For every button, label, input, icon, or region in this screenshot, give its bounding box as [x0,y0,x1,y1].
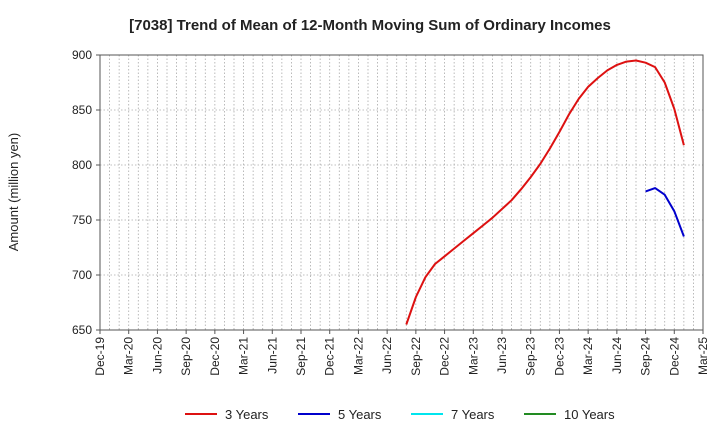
grid [100,54,703,331]
y-tick-label: 900 [72,48,92,62]
x-tick-label: Mar-25 [696,337,710,375]
y-tick-label: 750 [72,213,92,227]
chart-title: [7038] Trend of Mean of 12-Month Moving … [129,17,611,34]
y-tick-label: 650 [72,323,92,337]
series-line-5-years [645,187,685,237]
x-tick-label: Jun-20 [150,337,164,374]
y-axis-label: Amount (million yen) [6,133,21,252]
series-layer [405,59,685,325]
plot-area-frame [99,54,704,331]
x-tick-label: Mar-20 [122,337,136,375]
x-tick-label: Dec-20 [208,337,222,376]
x-tick-label: Jun-23 [495,337,509,374]
x-tick-label: Dec-19 [93,337,107,376]
x-tick-label: Jun-21 [265,337,279,374]
y-tick-label: 850 [72,103,92,117]
x-tick-label: Sep-22 [409,337,423,376]
legend-label: 5 Years [338,407,382,422]
x-tick-label: Dec-23 [552,337,566,376]
x-tick-label: Mar-24 [581,337,595,375]
x-tick-label: Jun-24 [610,337,624,374]
x-tick-label: Mar-23 [466,337,480,375]
x-tick-label: Sep-24 [639,337,653,376]
y-tick-label: 700 [72,268,92,282]
x-tick-label: Dec-21 [323,337,337,376]
x-tick-label: Mar-21 [237,337,251,375]
x-tick-label: Sep-23 [524,337,538,376]
series-line-3-years [405,59,685,325]
legend-label: 3 Years [225,407,269,422]
y-tick-label: 800 [72,158,92,172]
legend: 3 Years 5 Years 7 Years 10 Years [185,407,615,422]
legend-label: 7 Years [451,407,495,422]
x-tick-label: Sep-21 [294,337,308,376]
y-axis-ticks: 650 700 750 800 850 900 [72,48,100,337]
legend-label: 10 Years [564,407,615,422]
x-tick-label: Dec-24 [667,337,681,376]
x-tick-label: Jun-22 [380,337,394,374]
x-axis-ticks: Dec-19 Mar-20 Jun-20 Sep-20 Dec-20 Mar-21 Jun-… [93,330,710,376]
x-tick-label: Dec-22 [438,337,452,376]
x-tick-label: Mar-22 [351,337,365,375]
x-tick-label: Sep-20 [179,337,193,376]
